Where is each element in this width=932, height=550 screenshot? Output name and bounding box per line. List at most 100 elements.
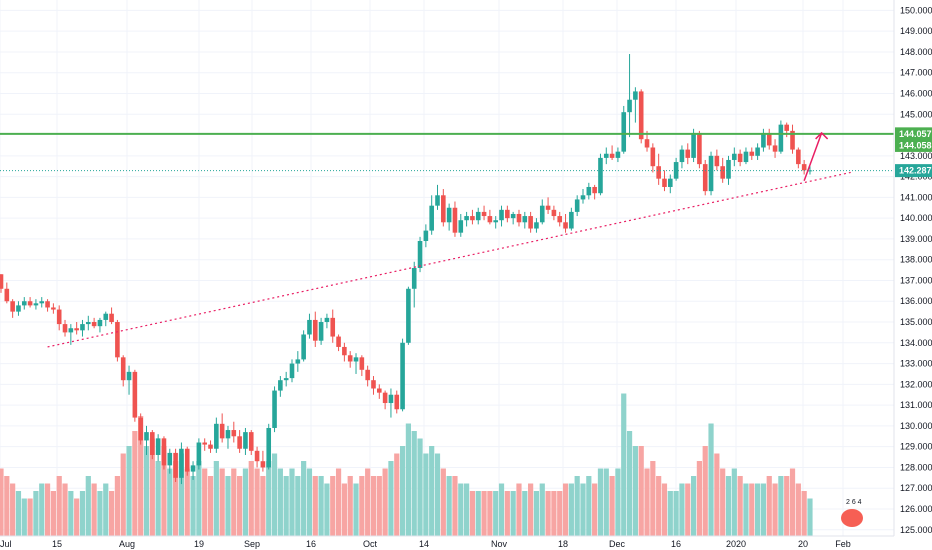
candle-body xyxy=(470,216,475,221)
volume-bar xyxy=(4,476,10,536)
watermark-badge xyxy=(841,509,863,527)
volume-bar xyxy=(539,483,545,536)
candle-body xyxy=(778,124,784,152)
volume-bar xyxy=(498,483,505,536)
candle-body xyxy=(196,442,202,466)
volume-bar xyxy=(528,483,534,536)
volume-bar xyxy=(714,453,720,536)
candle-body xyxy=(807,170,813,172)
volume-bar xyxy=(679,483,685,536)
candle-body xyxy=(615,151,621,158)
volume-bar xyxy=(260,476,266,536)
arrow-head xyxy=(815,131,829,140)
volume-bar xyxy=(79,491,86,536)
candle-body xyxy=(278,380,283,391)
candle-body xyxy=(522,216,528,223)
candle-body xyxy=(685,149,691,158)
volume-bar xyxy=(807,498,813,536)
volume-bar xyxy=(644,468,650,536)
volume-bar xyxy=(312,476,318,536)
volume-bar xyxy=(586,476,592,536)
volume-bar xyxy=(143,446,150,536)
volume-bar xyxy=(801,491,807,536)
volume-bar xyxy=(434,453,441,536)
volume-bar xyxy=(487,491,493,536)
projection-arrow[interactable] xyxy=(803,132,823,182)
candle-body xyxy=(697,132,702,165)
candle-body xyxy=(714,155,720,167)
volume-bar xyxy=(353,483,359,536)
watermark: 2 6 4 xyxy=(841,499,863,527)
candle-body xyxy=(62,324,68,333)
volume-bar xyxy=(178,453,185,536)
volume-bar xyxy=(237,476,243,536)
volume-bar xyxy=(749,483,755,536)
candle-body xyxy=(743,151,749,163)
volume-bars xyxy=(0,393,813,536)
candle-body xyxy=(208,444,213,449)
volume-bar xyxy=(667,491,673,536)
volume-bar xyxy=(481,491,487,536)
x-tick-label: 14 xyxy=(419,539,429,549)
volume-bar xyxy=(10,483,16,536)
price-tag xyxy=(895,138,932,152)
volume-bar xyxy=(772,483,778,536)
candle-body xyxy=(464,216,469,221)
candle-body xyxy=(621,112,627,152)
volume-bar xyxy=(62,483,68,536)
candle-body xyxy=(417,240,423,268)
price-tag xyxy=(895,127,932,141)
volume-bar xyxy=(283,476,289,536)
y-tick-label: 134.000 xyxy=(900,338,932,348)
volume-bar xyxy=(702,446,708,536)
volume-bar xyxy=(574,476,580,536)
volume-bar xyxy=(138,416,144,536)
y-tick-label: 127.000 xyxy=(900,483,932,493)
volume-bar xyxy=(597,468,604,536)
candle-body xyxy=(784,124,789,131)
y-tick-label: 128.000 xyxy=(900,462,932,472)
candle-body xyxy=(91,322,97,327)
volume-bar xyxy=(592,483,598,536)
candle-body xyxy=(45,301,50,308)
volume-bar xyxy=(603,468,609,536)
volume-bar xyxy=(504,491,510,536)
candle-body xyxy=(260,461,266,468)
volume-bar xyxy=(85,476,91,536)
candle-body xyxy=(772,145,778,152)
volume-bar xyxy=(720,468,726,536)
volume-bar xyxy=(225,476,231,536)
volume-bar xyxy=(743,483,749,536)
volume-bar xyxy=(533,491,540,536)
candle-body xyxy=(545,205,551,210)
y-tick-label: 146.000 xyxy=(900,88,932,98)
candle-body xyxy=(493,220,498,223)
price-axis[interactable]: 125.000 126.000 127.000 128.000 129.000 130.0… xyxy=(893,0,932,536)
candle-body xyxy=(202,442,207,445)
volume-bar xyxy=(91,483,97,536)
candle-body xyxy=(609,153,615,158)
volume-bar xyxy=(97,491,103,536)
candle-body xyxy=(446,207,452,223)
volume-bar xyxy=(673,491,679,536)
volume-bar xyxy=(103,483,109,536)
volume-bar xyxy=(271,453,278,536)
volume-bar xyxy=(184,468,190,536)
drawing-tools[interactable] xyxy=(0,131,894,348)
candle-body xyxy=(248,432,254,451)
candle-body xyxy=(400,342,405,410)
volume-bar xyxy=(248,461,254,536)
volume-bar xyxy=(219,468,225,536)
volume-bar xyxy=(68,491,74,536)
volume-bar xyxy=(638,446,644,536)
volume-bar xyxy=(126,446,132,536)
price-tag-label: 144.057 xyxy=(899,129,932,139)
candle-body xyxy=(458,220,464,233)
time-axis[interactable]: Jul 15 Aug 19 Sep 16 Oct 14 Nov 18 Dec 16 2020 20 Feb xyxy=(0,535,894,549)
candle-body xyxy=(755,147,760,156)
candle-body xyxy=(103,313,109,320)
trendline[interactable] xyxy=(47,171,851,348)
candle-body xyxy=(289,363,295,379)
